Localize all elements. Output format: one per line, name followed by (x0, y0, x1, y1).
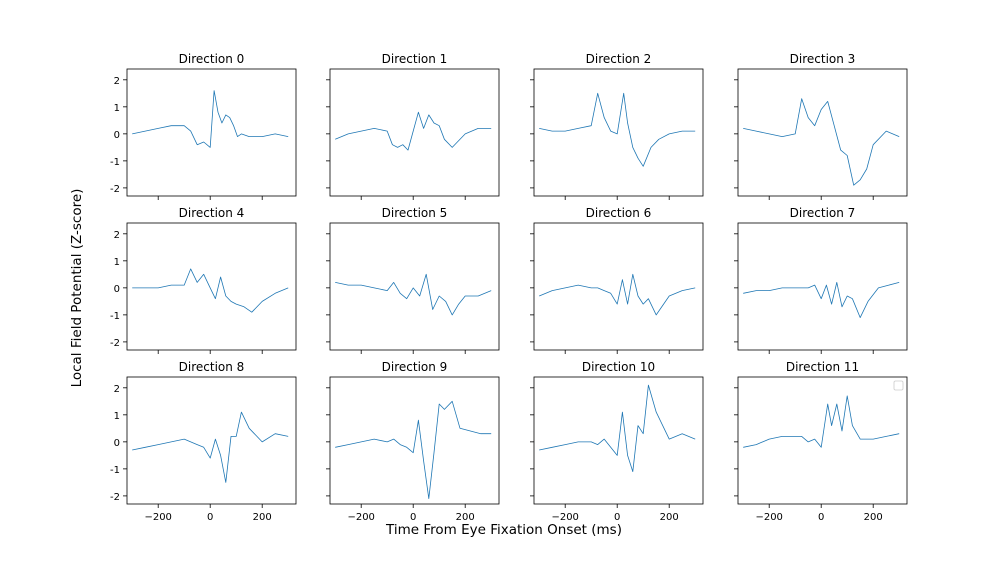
panel-title: Direction 10 (582, 360, 655, 374)
lfp-series-line (743, 281, 900, 319)
panel-9: Direction 9 −200 0 200 (326, 360, 500, 523)
panel-title: Direction 0 (179, 52, 245, 66)
lfp-series-line (335, 400, 492, 500)
y-tick-label: 1 (114, 103, 120, 114)
axes-frame (737, 68, 908, 197)
panel-title: Direction 7 (790, 206, 856, 220)
axes-frame (329, 68, 500, 197)
legend-box (893, 380, 904, 391)
panel-3: Direction 3 (734, 52, 908, 200)
axes-frame (533, 376, 704, 505)
lfp-series-line (335, 273, 492, 316)
x-tick-label: 0 (410, 512, 416, 523)
panel-title: Direction 9 (382, 360, 448, 374)
panel-title: Direction 5 (382, 206, 448, 220)
axes-frame (737, 376, 908, 505)
axes-frame (126, 68, 297, 197)
x-tick-label: 200 (660, 512, 679, 523)
y-tick-label: -2 (110, 184, 120, 195)
lfp-series-line (539, 92, 696, 167)
lfp-series-line (743, 98, 900, 186)
lfp-series-line (132, 268, 289, 313)
x-tick-label: 0 (614, 512, 620, 523)
panel-title: Direction 11 (786, 360, 859, 374)
y-tick-label: -2 (110, 492, 120, 503)
lfp-series-line (539, 273, 696, 316)
x-tick-label: 200 (253, 512, 272, 523)
x-axis-label: Time From Eye Fixation Onset (ms) (386, 522, 622, 538)
panel-title: Direction 8 (179, 360, 245, 374)
axes-frame (533, 68, 704, 197)
y-tick-label: 0 (114, 438, 120, 449)
panel-1: Direction 1 (326, 52, 500, 200)
lfp-series-line (335, 111, 492, 151)
axes-frame (329, 222, 500, 351)
lfp-series-line (539, 384, 696, 473)
panel-title: Direction 1 (382, 52, 448, 66)
y-tick-label: 2 (114, 230, 120, 241)
x-tick-label: 0 (207, 512, 213, 523)
panel-11: Direction 11 −200 0 200 (734, 360, 908, 523)
panel-2: Direction 2 (530, 52, 704, 200)
x-tick-label: 200 (456, 512, 475, 523)
y-tick-label: 1 (114, 257, 120, 268)
y-tick-label: -2 (110, 338, 120, 349)
axes-frame (329, 376, 500, 505)
panel-7: Direction 7 (734, 206, 908, 354)
panel-5: Direction 5 (326, 206, 500, 354)
y-tick-label: 0 (114, 130, 120, 141)
lfp-series-line (132, 411, 289, 483)
y-tick-label: -1 (110, 311, 120, 322)
panel-10: Direction 10 −200 0 200 (530, 360, 704, 523)
panel-0: Direction 0 -2 -1 0 1 2 (110, 52, 297, 200)
y-tick-label: 0 (114, 284, 120, 295)
axes-frame (126, 376, 297, 505)
panel-8: Direction 8 -2 -1 0 1 2 −200 0 200 (110, 360, 297, 523)
panel-6: Direction 6 (530, 206, 704, 354)
axes-frame (126, 222, 297, 351)
panel-title: Direction 6 (586, 206, 652, 220)
y-tick-label: 1 (114, 411, 120, 422)
y-tick-label: 2 (114, 76, 120, 87)
lfp-series-line (132, 90, 289, 148)
x-tick-label: −200 (551, 512, 578, 523)
panel-title: Direction 3 (790, 52, 856, 66)
axes-frame (533, 222, 704, 351)
panel-title: Direction 4 (179, 206, 245, 220)
panel-4: Direction 4 -2 -1 0 1 2 (110, 206, 297, 354)
x-tick-label: 0 (818, 512, 824, 523)
y-tick-label: -1 (110, 465, 120, 476)
y-axis-label: Local Field Potential (Z-score) (69, 188, 85, 388)
y-tick-label: -1 (110, 157, 120, 168)
x-tick-label: −200 (144, 512, 171, 523)
x-tick-label: −200 (755, 512, 782, 523)
axes-frame (737, 222, 908, 351)
y-tick-label: 2 (114, 384, 120, 395)
x-tick-label: 200 (864, 512, 883, 523)
lfp-series-line (743, 395, 900, 448)
x-tick-label: −200 (347, 512, 374, 523)
panel-title: Direction 2 (586, 52, 652, 66)
